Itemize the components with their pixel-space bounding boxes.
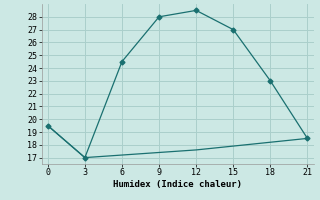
X-axis label: Humidex (Indice chaleur): Humidex (Indice chaleur): [113, 180, 242, 189]
